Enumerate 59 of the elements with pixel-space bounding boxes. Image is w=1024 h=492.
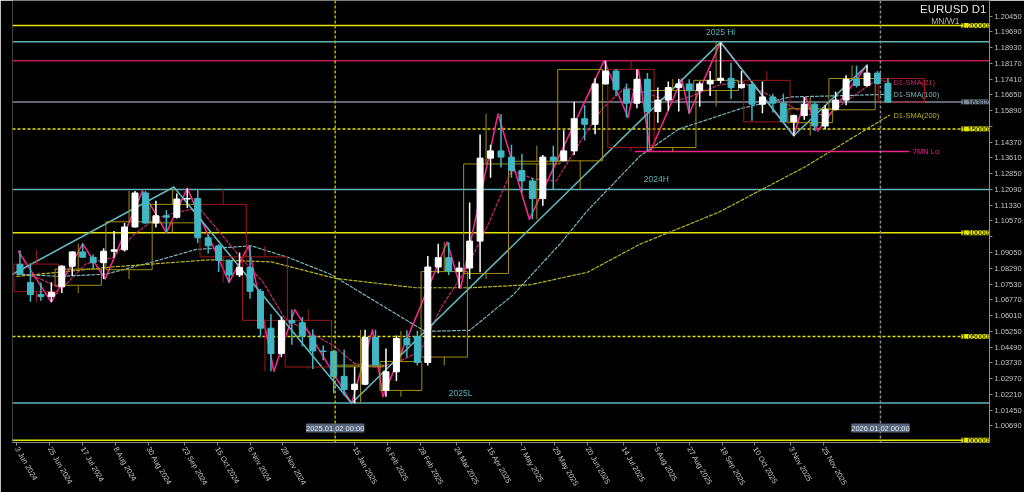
candlestick	[811, 101, 819, 132]
candlestick	[162, 209, 170, 234]
candlestick	[455, 261, 463, 289]
candlestick	[675, 78, 683, 113]
candlestick	[298, 316, 306, 348]
candlestick	[706, 70, 714, 97]
candlestick	[236, 251, 244, 278]
candlestick	[497, 113, 505, 169]
annotation: 2025L	[448, 387, 473, 398]
candlestick	[26, 262, 34, 303]
candlestick	[581, 104, 589, 142]
candlestick	[152, 199, 160, 229]
candlestick	[382, 347, 390, 398]
text: MN/W1	[931, 15, 960, 26]
candlestick	[204, 234, 212, 255]
candlestick	[288, 308, 296, 346]
candlestick	[633, 68, 641, 110]
candlestick	[779, 93, 787, 124]
candlestick	[884, 77, 892, 103]
annotation: 2024H	[643, 174, 669, 185]
candlestick	[58, 264, 66, 294]
candlestick	[863, 64, 871, 88]
candlestick	[528, 177, 536, 221]
candlestick	[121, 222, 129, 253]
candlestick	[727, 61, 735, 100]
candlestick	[685, 78, 693, 115]
candlestick	[800, 96, 808, 121]
candlestick	[16, 249, 24, 275]
candlestick	[183, 187, 191, 209]
candlestick	[215, 243, 223, 273]
candlestick	[602, 59, 610, 86]
candlestick	[319, 344, 327, 362]
candlestick	[654, 86, 662, 124]
candlestick	[110, 230, 118, 259]
candlestick	[68, 250, 76, 277]
line-series	[16, 114, 891, 289]
candlestick	[47, 281, 55, 303]
candlestick	[696, 80, 704, 108]
candlestick	[487, 143, 495, 179]
candlestick	[340, 348, 348, 397]
candlestick	[623, 82, 630, 119]
chart-title: EURUSD D1	[920, 2, 987, 15]
candlestick	[507, 143, 515, 179]
candlestick	[612, 68, 620, 97]
candlestick	[769, 93, 777, 114]
candlestick	[434, 243, 442, 274]
candlestick	[403, 329, 411, 358]
candlestick	[100, 247, 108, 280]
candlestick	[246, 245, 254, 300]
candlestick	[842, 74, 850, 106]
candlestick	[173, 192, 181, 220]
annotation: 2025 Hi	[705, 26, 736, 37]
candlestick	[560, 129, 568, 162]
candlestick	[351, 366, 359, 405]
candlestick	[821, 104, 829, 130]
candlestick	[758, 80, 766, 114]
candlestick	[518, 153, 526, 194]
candlestick	[748, 80, 756, 122]
candlestick	[549, 144, 557, 190]
